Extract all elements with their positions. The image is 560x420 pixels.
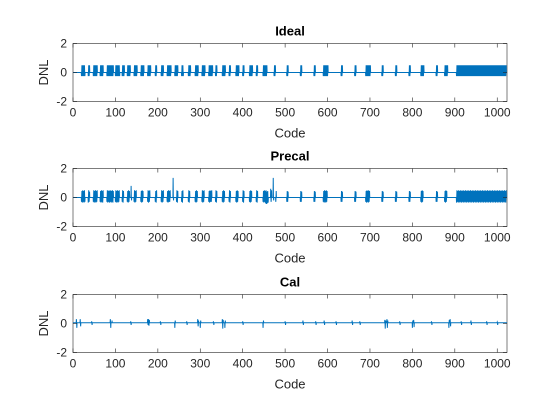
x-tick-label: 1000	[484, 231, 511, 245]
subplot-title: Cal	[280, 275, 300, 290]
y-axis-label: DNL	[36, 310, 51, 336]
x-tick-label: 0	[70, 357, 77, 371]
x-tick-label: 400	[233, 357, 253, 371]
x-tick-label: 300	[190, 357, 210, 371]
y-tick-label: 0	[60, 317, 67, 331]
x-axis-label: Code	[274, 251, 305, 266]
x-axis-label: Code	[274, 126, 305, 141]
y-tick-label: -2	[56, 346, 67, 360]
subplot-title: Precal	[270, 149, 309, 164]
x-tick-label: 800	[402, 106, 422, 120]
y-axis-label: DNL	[36, 184, 51, 210]
subplots: 0 100 200 300 400 500 600 700 800 900 1000-202Idea…	[36, 24, 511, 392]
subplot-3: 0 100 200 300 400 500 600 700 800 900 1000-202CalC…	[36, 275, 511, 392]
y-tick-label: 0	[60, 191, 67, 205]
subplot-1: 0 100 200 300 400 500 600 700 800 900 1000-202Idea…	[36, 24, 511, 141]
x-tick-label: 900	[445, 357, 465, 371]
x-tick-label: 100	[105, 357, 125, 371]
x-tick-label: 200	[148, 231, 168, 245]
x-tick-label: 700	[360, 106, 380, 120]
x-tick-label: 200	[148, 106, 168, 120]
x-tick-label: 600	[318, 231, 338, 245]
y-tick-label: 2	[60, 37, 67, 51]
x-tick-label: 200	[148, 357, 168, 371]
subplot-title: Ideal	[275, 24, 305, 39]
x-tick-label: 600	[318, 357, 338, 371]
subplot-2: 0 100 200 300 400 500 600 700 800 900 1000-202Prec…	[36, 149, 511, 266]
x-tick-label: 100	[105, 231, 125, 245]
dnl-trace	[73, 65, 507, 77]
dnl-trace	[73, 177, 507, 205]
x-tick-label: 500	[275, 231, 295, 245]
x-tick-label: 500	[275, 106, 295, 120]
x-tick-label: 400	[233, 231, 253, 245]
x-tick-label: 700	[360, 357, 380, 371]
x-tick-label: 900	[445, 106, 465, 120]
x-tick-label: 600	[318, 106, 338, 120]
y-tick-label: -2	[56, 95, 67, 109]
y-tick-label: 2	[60, 288, 67, 302]
y-axis-label: DNL	[36, 59, 51, 85]
y-tick-label: -2	[56, 220, 67, 234]
x-tick-label: 400	[233, 106, 253, 120]
x-tick-label: 500	[275, 357, 295, 371]
x-tick-label: 0	[70, 231, 77, 245]
x-tick-label: 1000	[484, 357, 511, 371]
x-tick-label: 900	[445, 231, 465, 245]
x-tick-label: 300	[190, 106, 210, 120]
x-tick-label: 300	[190, 231, 210, 245]
dnl-trace	[73, 319, 507, 329]
x-tick-label: 1000	[484, 106, 511, 120]
x-tick-label: 0	[70, 106, 77, 120]
x-tick-label: 800	[402, 357, 422, 371]
x-tick-label: 800	[402, 231, 422, 245]
x-axis-label: Code	[274, 377, 305, 392]
y-tick-label: 2	[60, 162, 67, 176]
x-tick-label: 700	[360, 231, 380, 245]
x-tick-label: 100	[105, 106, 125, 120]
y-tick-label: 0	[60, 66, 67, 80]
plot-area	[72, 294, 508, 353]
